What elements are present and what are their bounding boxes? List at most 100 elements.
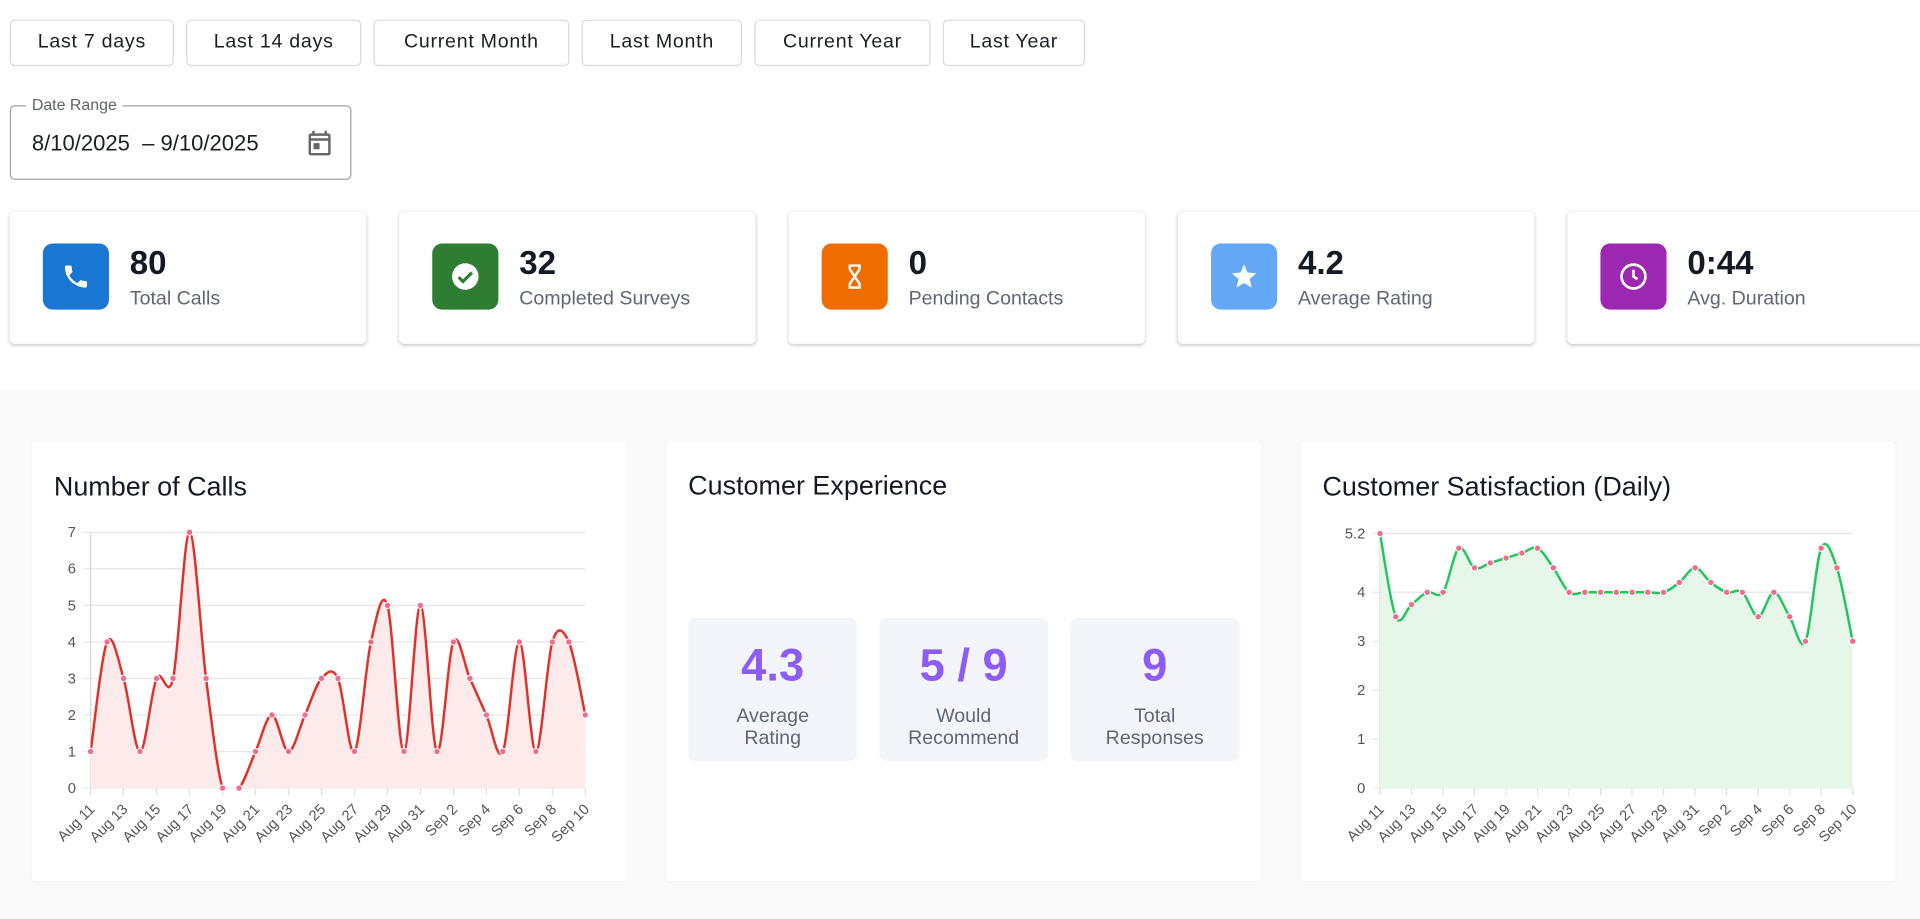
y-tick-label: 0 [1357,781,1365,797]
stat-card: 32 Completed Surveys [399,211,756,344]
y-tick-label: 1 [68,744,76,760]
point [1707,578,1715,587]
point [1392,613,1400,621]
point [350,747,359,756]
filter-button[interactable]: Last Year [942,19,1085,67]
point [1502,554,1510,562]
metric-box: 5 / 9 Would Recommend [879,617,1049,762]
stat-label: Average Rating [1297,288,1433,310]
card-title: Customer Experience [688,469,948,501]
point [1738,588,1747,596]
point [1848,637,1857,645]
clock-icon [1600,243,1667,310]
point [1470,564,1479,572]
y-tick-label: 3 [68,671,76,687]
point [499,747,507,756]
area [1380,533,1853,789]
y-tick-label: 2 [1357,683,1365,699]
calendar-icon[interactable] [305,128,334,157]
y-tick-label: 6 [68,562,76,578]
stat-value: 80 [129,244,167,282]
filter-button[interactable]: Current Month [373,19,570,67]
metric-box: 9 Total Responses [1070,617,1240,762]
y-tick-label: 1 [1357,732,1365,748]
date-range-field[interactable]: Date Range 8/10/2025 – 9/10/2025 [9,95,352,180]
point [1691,564,1699,572]
filter-button[interactable]: Last 7 days [9,19,174,67]
phone-icon [42,243,109,310]
field-value: 8/10/2025 – 9/10/2025 [31,130,259,156]
chart-title: Number of Calls [54,472,247,502]
point [532,747,540,756]
stat-card: 0 Pending Contacts [788,211,1145,344]
point [1596,588,1605,596]
point [334,674,342,683]
y-tick-label: 4 [68,635,76,651]
y-tick-label: 7 [68,525,76,541]
point [1785,613,1794,621]
point [1376,529,1384,538]
x-tick-label: Sep 2 [1696,802,1734,840]
point [317,674,326,683]
point [185,528,194,536]
point [1549,564,1557,572]
metric-label: Would Recommend [908,706,1020,749]
point [515,638,524,646]
point [581,711,589,719]
point [1801,637,1810,645]
y-tick-label: 5.2 [1345,526,1365,542]
y-tick-label: 0 [68,781,76,797]
y-tick-label: 3 [1357,634,1365,650]
check-icon [432,243,499,310]
point [1565,588,1573,596]
point [235,784,243,792]
point [1407,600,1416,609]
point [218,784,227,792]
stat-label: Pending Contacts [908,288,1064,310]
point [466,674,474,683]
point [1486,559,1494,567]
x-tick-label: Aug 31 [384,802,428,846]
metric-box: 4.3 Average Rating [688,617,858,762]
point [482,711,491,719]
stat-value: 4.2 [1297,244,1344,282]
stat-card: 4.2 Average Rating [1177,211,1535,344]
point [367,638,375,646]
x-tick-label: Sep 6 [1759,802,1797,840]
point [1675,578,1684,587]
metric-label: Total Responses [1105,706,1204,749]
stat-value: 32 [519,244,556,282]
chart-card [31,441,627,882]
x-tick-label: Sep 2 [423,802,461,840]
chart-title: Customer Satisfaction (Daily) [1322,472,1671,502]
point [86,747,95,756]
point [400,747,408,756]
filter-button[interactable]: Last 14 days [186,19,362,67]
point [548,638,557,646]
point [416,601,425,610]
filter-button[interactable]: Current Year [754,19,931,67]
point [1423,588,1431,596]
star-icon [1211,243,1278,310]
x-tick-label: Sep 4 [456,802,494,840]
field-label: Date Range [25,95,123,114]
point [284,747,293,756]
point [1533,544,1542,552]
point [169,674,177,683]
point [251,747,260,756]
point [383,601,392,610]
filter-button[interactable]: Last Month [581,19,743,67]
point [1754,613,1762,621]
x-tick-label: Sep 10 [549,802,593,846]
area [90,532,586,789]
point [1455,544,1463,552]
point [1833,564,1841,572]
x-tick-label: Sep 4 [1727,802,1765,840]
hourglass-icon [821,243,888,310]
metric-value: 5 / 9 [919,639,1008,691]
point [1439,588,1447,596]
stat-card: 0:44 Avg. Duration [1567,211,1920,344]
point [119,674,128,683]
stat-label: Avg. Duration [1687,288,1806,310]
